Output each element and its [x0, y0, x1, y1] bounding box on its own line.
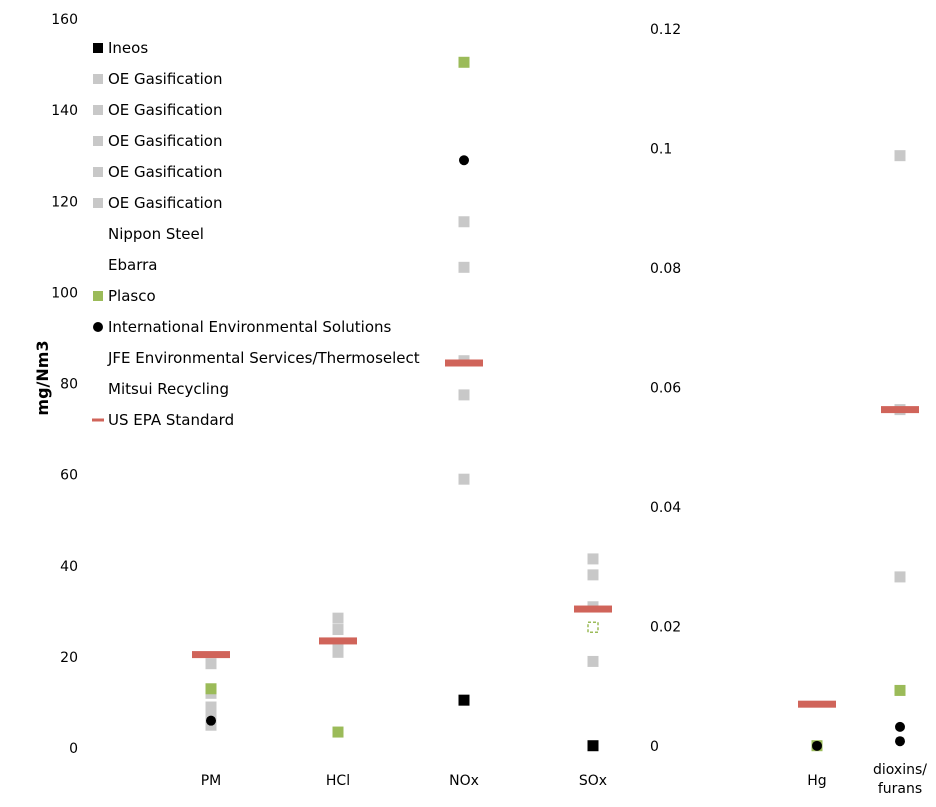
- international-environmental-solutions-point-dioxins-furans: [895, 721, 905, 732]
- oe-gasification-point-sox: [587, 553, 599, 565]
- international-environmental-solutions-point-hg: [812, 740, 822, 751]
- oe-gasification-point-dioxins-furans: [894, 571, 906, 583]
- right-axis-ticks: 0 0.02 0.04 0.06 0.08 0.1 0.12: [650, 22, 681, 755]
- us-epa-standard-point-hcl: [319, 637, 357, 645]
- oe-gasification-point-hcl: [332, 624, 344, 636]
- international-environmental-solutions-point-dioxins-furans: [895, 736, 905, 747]
- category-label-pm: PM: [201, 773, 222, 789]
- left-tick-label: 160: [51, 12, 78, 28]
- left-tick-label: 60: [60, 468, 78, 484]
- us-epa-standard-point-dioxins-furans: [881, 406, 919, 414]
- legend-swatch-ineos: [93, 43, 103, 53]
- oe-gasification-point-nox: [458, 473, 470, 485]
- right-tick-label: 0.02: [650, 620, 681, 636]
- plasco-point-dioxins-furans: [894, 684, 906, 696]
- legend-label-mitsui-recycling: Mitsui Recycling: [108, 380, 229, 398]
- us-epa-standard-point-hg: [798, 700, 836, 708]
- right-tick-label: 0.1: [650, 142, 672, 158]
- oe-gasification-point-sox: [587, 655, 599, 667]
- left-tick-label: 120: [51, 194, 78, 210]
- oe-gasification-point-nox: [458, 216, 470, 228]
- legend-label-jfe-environmental-services-thermoselect: JFE Environmental Services/Thermoselect: [107, 349, 420, 367]
- legend-swatch-oe-gasification: [93, 136, 103, 146]
- left-axis-ticks: 0 20 40 60 80 100 120 140 160: [51, 12, 78, 757]
- oe-gasification-point-nox: [458, 261, 470, 273]
- left-tick-label: 20: [60, 650, 78, 666]
- category-label-dioxins-furans: dioxins/furans: [873, 762, 927, 797]
- legend-label-oe-gasification: OE Gasification: [108, 70, 222, 88]
- legend-label-oe-gasification: OE Gasification: [108, 132, 222, 150]
- oe-gasification-point-pm: [205, 658, 217, 670]
- international-environmental-solutions-point-nox: [459, 155, 469, 166]
- international-environmental-solutions-point-pm: [206, 715, 216, 726]
- data-marks: [192, 56, 919, 752]
- legend-swatch-us-epa-standard: [92, 418, 104, 422]
- legend-label-oe-gasification: OE Gasification: [108, 101, 222, 119]
- left-tick-label: 80: [60, 377, 78, 393]
- legend-label-ebarra: Ebarra: [108, 256, 157, 274]
- legend-label-plasco: Plasco: [108, 287, 156, 305]
- legend-swatch-oe-gasification: [93, 198, 103, 208]
- oe-gasification-point-hcl: [332, 612, 344, 624]
- oe-gasification-point-pm: [205, 701, 217, 713]
- plasco-point-pm: [205, 683, 217, 695]
- oe-gasification-point-hcl: [332, 646, 344, 658]
- legend-swatch-international-environmental-solutions: [93, 322, 103, 332]
- category-labels: PM HCl NOx SOx Hg dioxins/furans: [201, 762, 928, 797]
- left-tick-label: 100: [51, 285, 78, 301]
- legend-label-oe-gasification: OE Gasification: [108, 194, 222, 212]
- legend-label-ineos: Ineos: [108, 39, 148, 57]
- right-tick-label: 0.06: [650, 381, 681, 397]
- us-epa-standard-point-sox: [574, 605, 612, 613]
- oe-gasification-point-dioxins-furans: [894, 150, 906, 162]
- legend-swatch-oe-gasification: [93, 167, 103, 177]
- left-tick-label: 40: [60, 559, 78, 575]
- right-tick-label: 0.08: [650, 261, 681, 277]
- category-label-hcl: HCl: [326, 773, 350, 789]
- legend-label-us-epa-standard: US EPA Standard: [108, 411, 234, 429]
- category-label-nox: NOx: [449, 773, 479, 789]
- legend-swatch-oe-gasification: [93, 105, 103, 115]
- legend: Ineos OE Gasification OE Gasification OE Ga…: [92, 39, 420, 429]
- legend-label-international-environmental-solutions: International Environmental Solutions: [108, 318, 392, 336]
- legend-swatch-oe-gasification: [93, 74, 103, 84]
- plasco-point-sox: [587, 621, 599, 634]
- y-axis-label: mg/Nm3: [33, 340, 52, 415]
- category-label-sox: SOx: [579, 773, 607, 789]
- category-label-hg: Hg: [807, 773, 826, 789]
- ineos-point-nox: [458, 694, 470, 706]
- right-tick-label: 0.04: [650, 500, 681, 516]
- legend-label-nippon-steel: Nippon Steel: [108, 225, 204, 243]
- left-tick-label: 140: [51, 103, 78, 119]
- legend-label-oe-gasification: OE Gasification: [108, 163, 222, 181]
- international-environmental-solutions-point-sox: [588, 740, 598, 751]
- legend-swatch-plasco: [93, 291, 103, 301]
- left-tick-label: 0: [69, 741, 78, 757]
- oe-gasification-point-sox: [587, 569, 599, 581]
- us-epa-standard-point-pm: [192, 651, 230, 659]
- right-tick-label: 0: [650, 739, 659, 755]
- right-tick-label: 0.12: [650, 22, 681, 38]
- plasco-point-hcl: [332, 726, 344, 738]
- plasco-point-nox: [458, 56, 470, 68]
- us-epa-standard-point-nox: [445, 359, 483, 367]
- oe-gasification-point-nox: [458, 389, 470, 401]
